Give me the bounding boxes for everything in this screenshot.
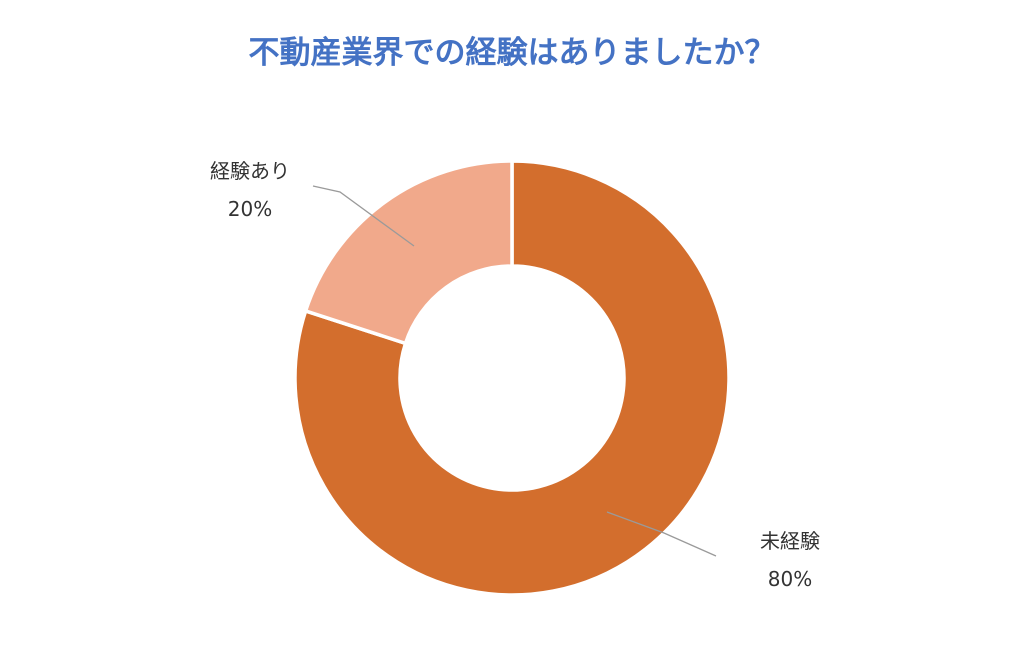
- slice-value-label-1: 80%: [768, 567, 812, 591]
- leader-line-1: [606, 511, 717, 557]
- slice-label-1: 未経験: [760, 529, 820, 553]
- leader-line-2: [312, 185, 415, 247]
- chart-title: 不動産業界での経験はありましたか？: [249, 35, 776, 71]
- donut-slice-1: [293, 159, 731, 597]
- donut-slices: [293, 159, 731, 597]
- slice-label-2: 経験あり: [210, 159, 290, 183]
- donut-slice-2: [303, 159, 514, 346]
- slice-value-label-2: 20%: [228, 197, 272, 221]
- donut-labels: 未経験 80% 経験あり 20%: [210, 159, 820, 591]
